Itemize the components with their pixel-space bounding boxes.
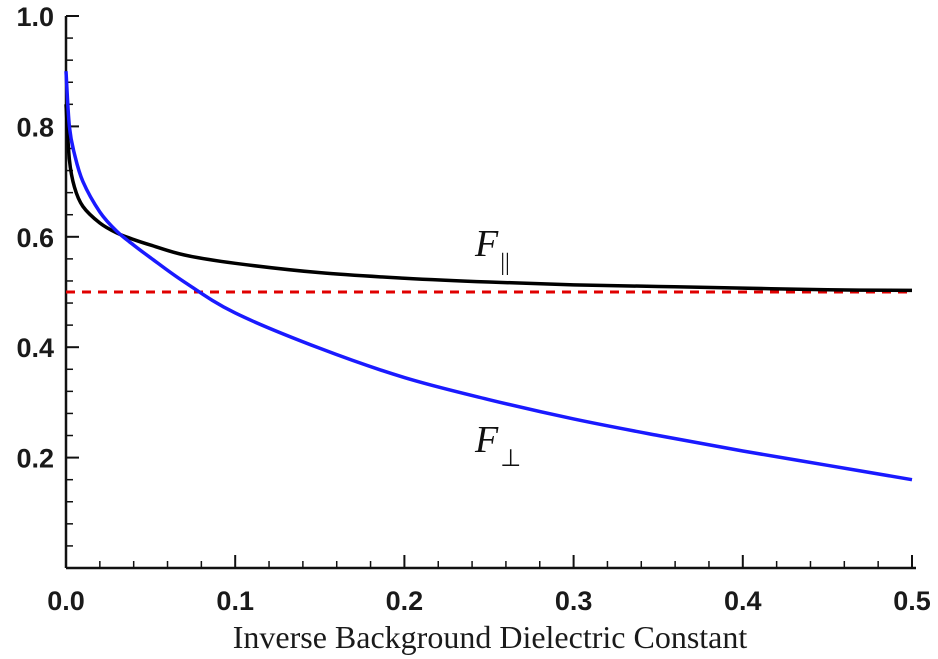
y-tick-label: 1.0 — [16, 2, 54, 32]
tick-labels: 0.0 0.1 0.2 0.3 0.4 0.5 0.2 0.4 0.6 0.8 1.0 — [16, 2, 930, 616]
series-label-f-parallel-main: F — [474, 223, 499, 265]
series-line-f-parallel — [64, 104, 913, 293]
x-axis-title: Inverse Background Dielectric Constant — [233, 619, 748, 655]
series-label-f-parallel: F|| — [474, 223, 510, 276]
y-tick-label: 0.6 — [16, 223, 54, 253]
series-label-f-parallel-sub: || — [500, 250, 510, 276]
ticks — [65, 15, 913, 568]
x-tick-label: 0.0 — [47, 586, 85, 616]
y-tick-label: 0.4 — [16, 333, 54, 363]
x-tick-label: 0.3 — [555, 586, 593, 616]
x-tick-label: 0.1 — [216, 586, 254, 616]
series-label-f-perp-sub: ⊥ — [500, 446, 521, 472]
x-tick-label: 0.4 — [724, 586, 762, 616]
series-line-f-perp — [64, 71, 913, 482]
series-label-f-perp-main: F — [474, 419, 499, 461]
x-tick-label: 0.5 — [893, 586, 931, 616]
series-label-f-perp: F⊥ — [474, 419, 521, 472]
x-tick-label: 0.2 — [386, 586, 424, 616]
y-tick-label: 0.8 — [16, 112, 54, 142]
y-tick-label: 0.2 — [16, 444, 54, 474]
